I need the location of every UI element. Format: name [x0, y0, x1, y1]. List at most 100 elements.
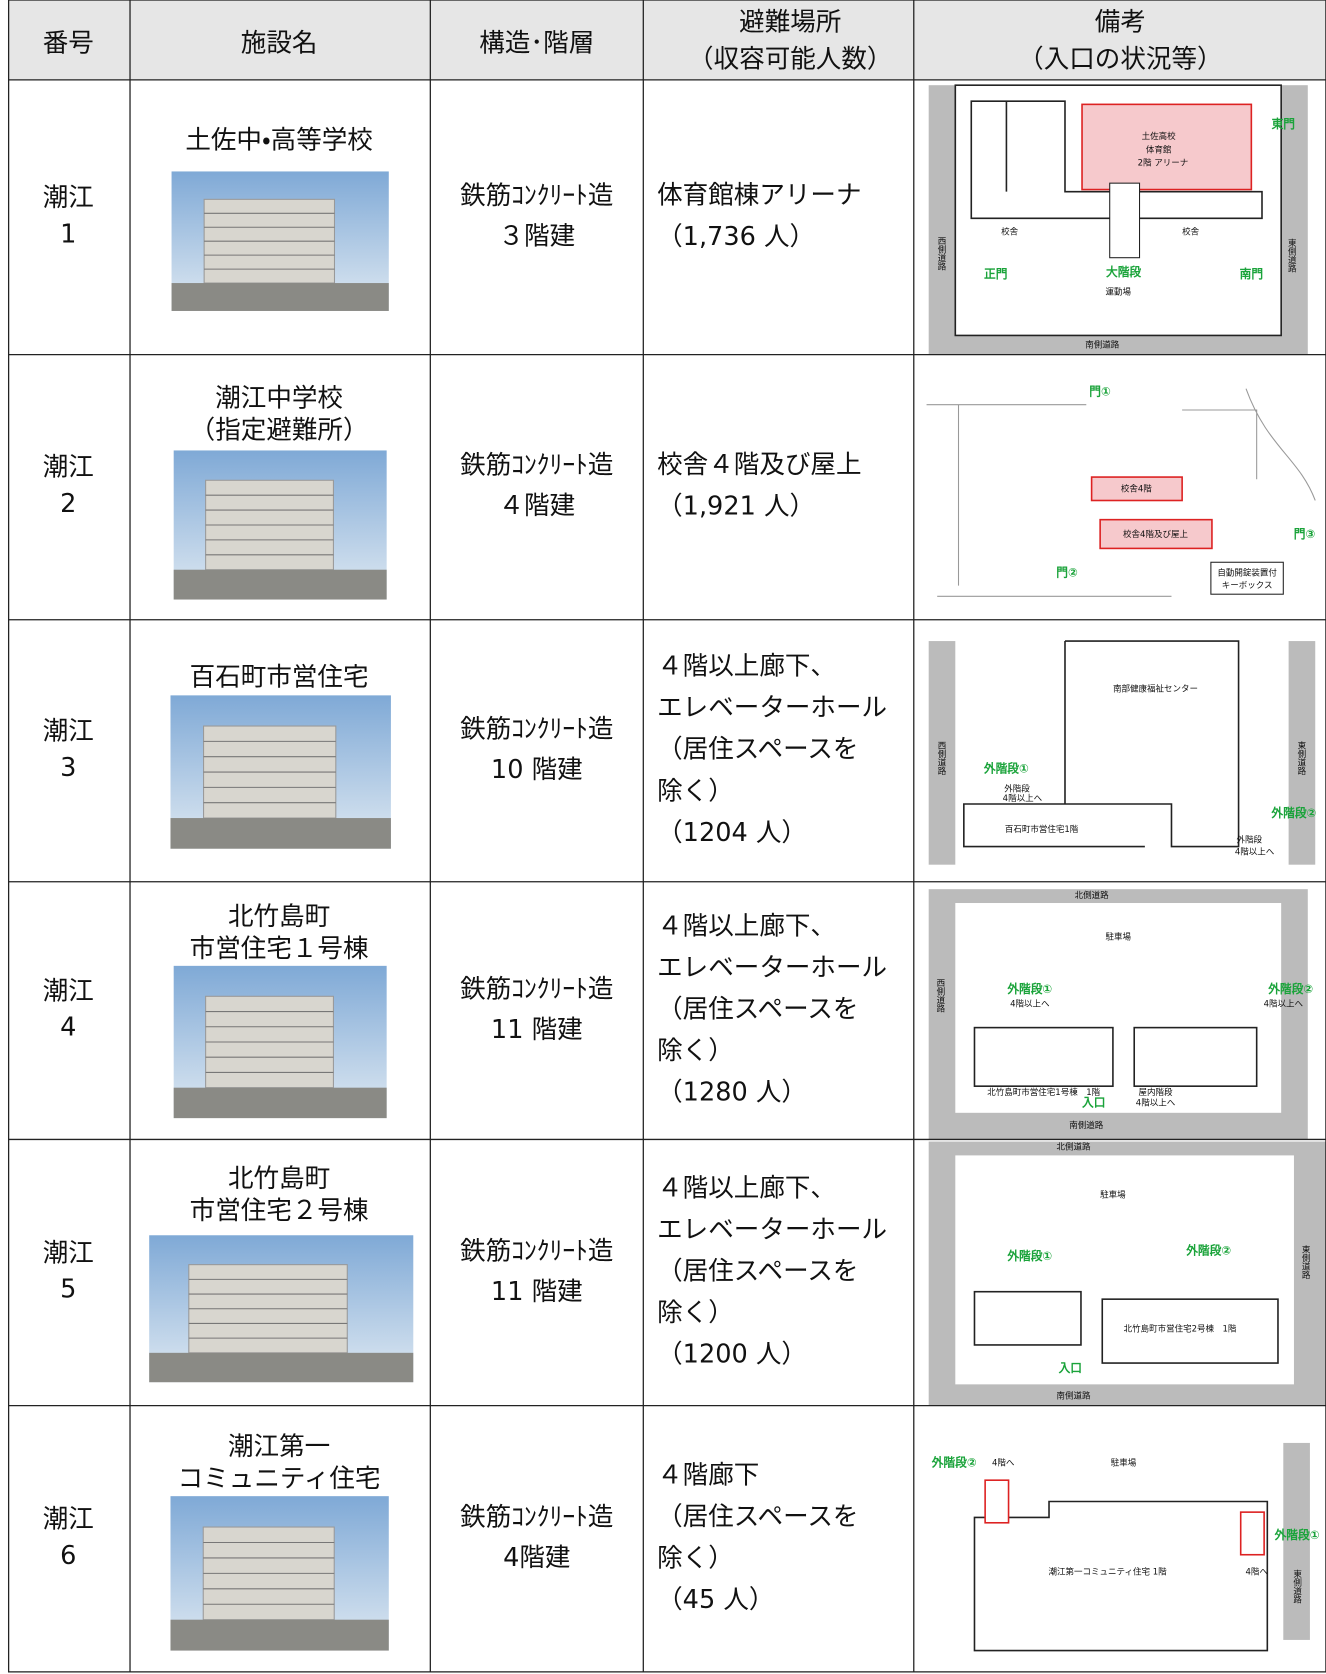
- diagram-3: [928, 640, 1316, 865]
- shelter: （居住スペースを: [657, 1502, 858, 1532]
- diagram-label: 体育館: [1146, 145, 1172, 156]
- shelter: 校舎４階及び屋上: [657, 450, 861, 480]
- row-number: 5: [60, 1275, 76, 1305]
- diagram-label: 西側道路: [936, 236, 946, 271]
- row-number: 1: [60, 219, 76, 249]
- row-number: 2: [60, 489, 76, 519]
- diagram-label: 大階段: [1106, 265, 1141, 279]
- diagram-label: 東門: [1271, 117, 1295, 131]
- facility-name: コミュニティ住宅: [178, 1464, 381, 1494]
- shelter: 除く）: [657, 1036, 734, 1066]
- diagram-5: [928, 1141, 1326, 1406]
- structure: ３階建: [498, 221, 575, 251]
- diagram-label: 4階以上へ: [1235, 846, 1275, 857]
- diagram-label: 門②: [1056, 565, 1078, 579]
- row-number: 4: [60, 1013, 76, 1043]
- diagram-label: 外階段①: [1006, 1249, 1052, 1263]
- diagram-label: 外階段①: [983, 761, 1029, 775]
- shelter: ４階以上廊下、: [657, 912, 836, 942]
- shelter: （居住スペースを: [657, 1257, 858, 1287]
- diagram-label: 外階段②: [1185, 1244, 1231, 1258]
- diagram-label: 自動開錠装置付: [1217, 567, 1277, 578]
- diagram-label: 入口: [1081, 1096, 1105, 1110]
- diagram-label: 校舎: [1182, 227, 1200, 238]
- structure: 鉄筋ｺﾝｸﾘｰﾄ造: [460, 974, 613, 1004]
- shelter: 除く）: [657, 1298, 734, 1328]
- header-remarks: 備考: [1095, 7, 1146, 37]
- row-number: 潮江: [43, 717, 94, 747]
- shelter: （1200 人）: [657, 1340, 807, 1370]
- structure: ４階建: [498, 491, 575, 521]
- diagram-2: [926, 388, 1316, 597]
- diagram-label: 門③: [1294, 527, 1316, 541]
- diagram-label: 外階段①: [1274, 1528, 1320, 1542]
- shelter: ４階廊下: [657, 1460, 759, 1490]
- facility-name: 北竹島町: [228, 902, 330, 932]
- shelter: エレベーターホール: [657, 1215, 887, 1245]
- structure: 鉄筋ｺﾝｸﾘｰﾄ造: [460, 715, 613, 745]
- structure: 11 階建: [491, 1277, 583, 1307]
- header-remarks: （入口の状況等）: [1018, 45, 1222, 75]
- shelter: （1204 人）: [657, 818, 807, 848]
- diagram-label: 北側道路: [1075, 890, 1110, 901]
- facility-name: 市営住宅１号棟: [190, 934, 369, 964]
- structure: 10 階建: [491, 755, 583, 785]
- content: 番号 施設名 構造･階層 避難場所 （収容可能人数） 備考 （入口の状況等） 潮江 1 土佐中・高…: [43, 7, 1320, 1651]
- diagram-label: 正門: [984, 267, 1007, 281]
- diagram-label: 北竹島町市営住宅2号棟 1階: [1124, 1323, 1237, 1334]
- diagram-label: 潮江第一コミュニティ住宅 1階: [1049, 1566, 1168, 1577]
- diagram-label: 4階以上へ: [1264, 999, 1304, 1010]
- header-structure: 構造･階層: [479, 29, 594, 59]
- diagram-label: 屋内階段: [1139, 1087, 1174, 1098]
- diagram-1: [928, 84, 1308, 355]
- structure: 鉄筋ｺﾝｸﾘｰﾄ造: [460, 181, 613, 211]
- diagram-label: 北側道路: [1057, 1141, 1092, 1152]
- structure: 鉄筋ｺﾝｸﾘｰﾄ造: [460, 1503, 613, 1533]
- shelter: 除く）: [657, 776, 734, 806]
- shelter: ４階以上廊下、: [657, 652, 836, 682]
- header-bg: [8, 0, 1326, 80]
- diagram-label: 門①: [1089, 384, 1111, 398]
- shelter: エレベーターホール: [657, 693, 887, 723]
- diagram-label: 4階以上へ: [1010, 999, 1050, 1010]
- shelter: （1,921 人）: [657, 491, 815, 521]
- shelter: 除く）: [657, 1544, 734, 1574]
- diagram-label: 校舎4階及び屋上: [1123, 529, 1188, 540]
- diagram-label: 南部健康福祉センター: [1113, 683, 1198, 694]
- diagram-label: 東側道路: [1292, 1569, 1302, 1605]
- diagram-label: 西側道路: [936, 741, 946, 776]
- photo-ground: [170, 1619, 389, 1651]
- photo-ground: [170, 818, 391, 849]
- header-number: 番号: [43, 29, 94, 59]
- diagram-label: 東側道路: [1300, 1244, 1310, 1280]
- shelter: ４階以上廊下、: [657, 1173, 836, 1203]
- facility-name: 土佐中・高等学校: [185, 126, 373, 156]
- row-number: 潮江: [43, 1505, 94, 1535]
- diagram-label: 駐車場: [1105, 932, 1131, 943]
- photo-ground: [173, 569, 387, 600]
- diagram-label: 外階段②: [1267, 982, 1313, 996]
- diagram-label: 南側道路: [1085, 340, 1120, 351]
- shelter: 体育館棟アリーナ: [657, 180, 861, 210]
- shelter: エレベーターホール: [657, 953, 887, 983]
- facility-name: 潮江中学校: [215, 383, 343, 413]
- header-shelter: 避難場所: [739, 7, 841, 37]
- structure: 鉄筋ｺﾝｸﾘｰﾄ造: [460, 1236, 613, 1266]
- diagram-label: 南側道路: [1069, 1120, 1104, 1131]
- diagram-label: 外階段①: [1006, 982, 1052, 996]
- diagram-label: 4階へ: [992, 1458, 1015, 1469]
- diagram-label: 東側道路: [1286, 238, 1296, 274]
- diagram-label: 南門: [1240, 267, 1263, 281]
- diagram-label: 入口: [1058, 1361, 1082, 1375]
- diagram-label: 外階段②: [931, 1456, 977, 1470]
- row-number: 潮江: [43, 1238, 94, 1268]
- photo-ground: [149, 1352, 414, 1383]
- facility-name: 百石町市営住宅: [190, 662, 369, 692]
- row-number: 3: [60, 753, 76, 783]
- photo-ground: [171, 283, 389, 311]
- diagram-label: 2階 アリーナ: [1138, 157, 1189, 168]
- diagram-label: 駐車場: [1111, 1458, 1137, 1469]
- row-number: 潮江: [43, 183, 94, 213]
